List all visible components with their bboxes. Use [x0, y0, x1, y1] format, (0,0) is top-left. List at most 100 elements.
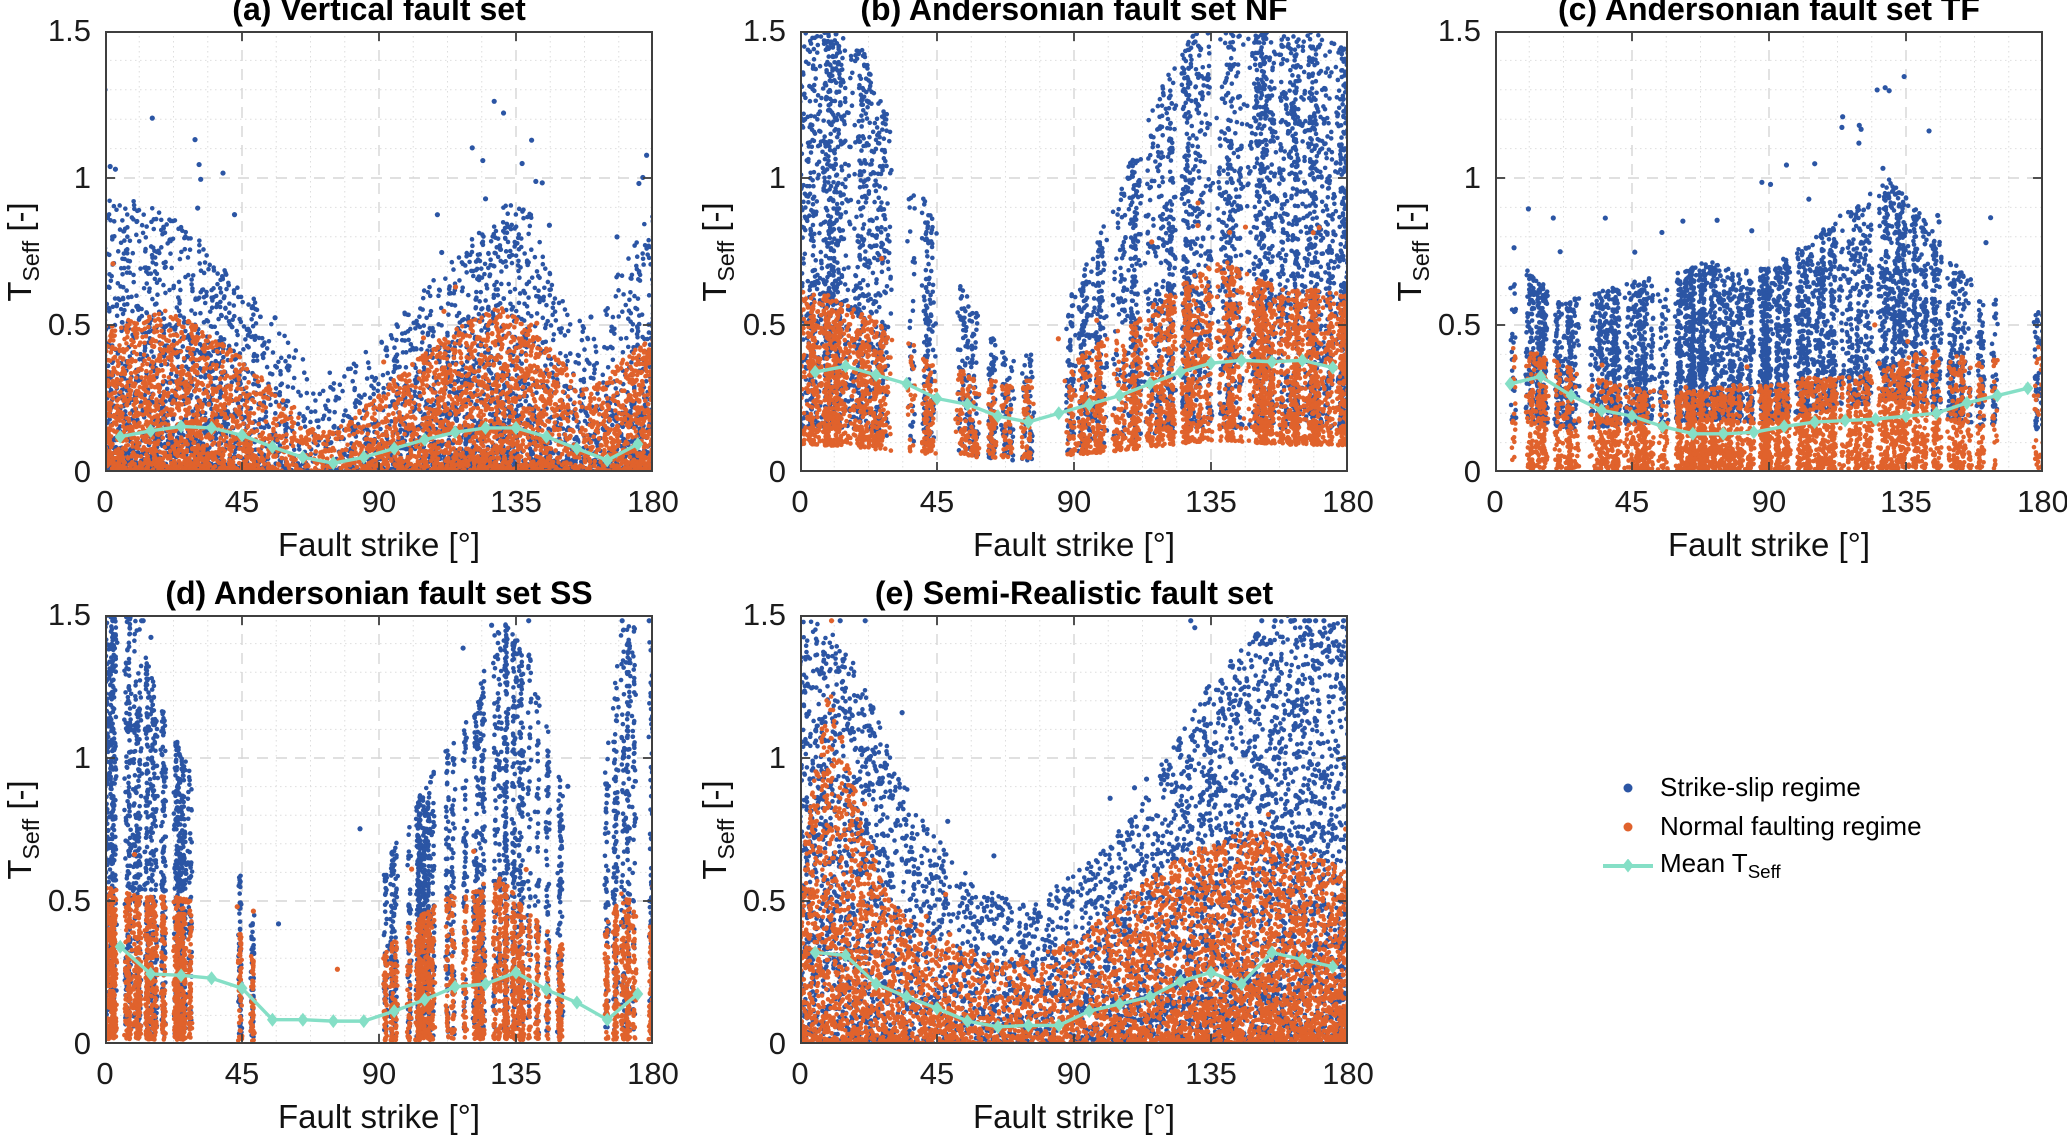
- x-tick-label: 45: [224, 484, 260, 519]
- scatter-canvas-a: [105, 31, 653, 472]
- y-axis-label-unit: [-]: [1, 201, 39, 241]
- y-tick-label: 1: [73, 160, 91, 195]
- subplot-c: (c) Andersonian fault set TF TSeff [-] 0…: [1391, 0, 2067, 563]
- y-axis-label-sub: Seff: [1407, 240, 1434, 281]
- y-tick-label: 0: [73, 1026, 91, 1061]
- y-axis-label-sub: Seff: [17, 240, 44, 281]
- y-axis-label-sub: Seff: [17, 818, 44, 859]
- y-axis-label: TSeff [-]: [1, 780, 45, 879]
- y-axis-label-wrap: TSeff [-]: [1, 615, 45, 1044]
- x-tick-label: 180: [2017, 484, 2067, 519]
- x-axis-label: Fault strike [°]: [277, 526, 481, 563]
- x-tick-label: 135: [1880, 484, 1932, 519]
- y-tick-label: 1.5: [742, 597, 786, 632]
- x-tick-label: 90: [361, 1056, 397, 1091]
- plot-title: (a) Vertical fault set: [232, 0, 526, 27]
- subplot-d: (d) Andersonian fault set SS TSeff [-] 0…: [1, 575, 679, 1135]
- y-axis-label-unit: [-]: [1, 779, 39, 819]
- x-tick-label: 180: [1322, 484, 1374, 519]
- y-axis-label: TSeff [-]: [696, 780, 740, 879]
- legend-label: Strike-slip regime: [1660, 772, 1861, 802]
- subplot-e: (e) Semi-Realistic fault set TSeff [-] 0…: [696, 575, 1374, 1135]
- y-tick-label: 1.5: [1437, 13, 1481, 48]
- plot-title: (e) Semi-Realistic fault set: [874, 575, 1274, 611]
- plot-title: (b) Andersonian fault set NF: [860, 0, 1288, 27]
- y-tick-label: 1.5: [47, 13, 91, 48]
- x-tick-label: 45: [1614, 484, 1650, 519]
- y-axis-label-main: T: [696, 281, 734, 302]
- x-tick-label: 180: [627, 1056, 679, 1091]
- y-axis-label-unit: [-]: [696, 779, 734, 819]
- x-tick-label: 45: [224, 1056, 260, 1091]
- y-axis-label-unit: [-]: [696, 201, 734, 241]
- y-tick-label: 0.5: [1437, 307, 1481, 342]
- strike-slip-dot-icon: [1602, 775, 1654, 801]
- y-tick-label: 0.5: [742, 883, 786, 918]
- x-tick-label: 45: [919, 484, 955, 519]
- y-axis-label-wrap: TSeff [-]: [696, 31, 740, 472]
- y-axis-label-main: T: [1, 281, 39, 302]
- x-tick-label: 90: [1056, 484, 1092, 519]
- x-tick-label: 90: [361, 484, 397, 519]
- x-tick-label: 90: [1056, 1056, 1092, 1091]
- y-axis-label-sub: Seff: [712, 818, 739, 859]
- y-axis-label-main: T: [696, 859, 734, 880]
- x-tick-label: 135: [490, 1056, 542, 1091]
- legend-item-normal-faulting: Normal faulting regime: [1602, 807, 1922, 846]
- legend-label: Mean TSeff: [1660, 847, 1781, 883]
- x-axis-label: Fault strike [°]: [277, 1098, 481, 1135]
- y-axis-label-wrap: TSeff [-]: [696, 615, 740, 1044]
- y-axis-label: TSeff [-]: [1391, 202, 1435, 301]
- y-tick-label: 0: [768, 1026, 786, 1061]
- y-tick-label: 0.5: [47, 307, 91, 342]
- normal-faulting-dot-icon: [1602, 814, 1654, 840]
- y-axis-label-main: T: [1, 859, 39, 880]
- y-axis-label-wrap: TSeff [-]: [1391, 31, 1435, 472]
- x-tick-label: 0: [791, 1056, 809, 1091]
- y-tick-label: 1: [1463, 160, 1481, 195]
- y-tick-label: 1: [768, 740, 786, 775]
- y-tick-label: 0: [73, 454, 91, 489]
- x-tick-label: 135: [490, 484, 542, 519]
- y-axis-label-main: T: [1391, 281, 1429, 302]
- x-tick-label: 0: [96, 484, 114, 519]
- y-axis-label: TSeff [-]: [1, 202, 45, 301]
- x-axis-label: Fault strike [°]: [1667, 526, 1871, 563]
- legend: Strike-slip regime Normal faulting regim…: [1602, 768, 1922, 885]
- y-tick-label: 0.5: [47, 883, 91, 918]
- x-tick-label: 135: [1185, 1056, 1237, 1091]
- x-tick-label: 180: [627, 484, 679, 519]
- y-tick-label: 1: [768, 160, 786, 195]
- x-axis-label: Fault strike [°]: [972, 526, 1176, 563]
- x-tick-label: 90: [1751, 484, 1787, 519]
- x-tick-label: 0: [1486, 484, 1504, 519]
- legend-item-strike-slip: Strike-slip regime: [1602, 768, 1922, 807]
- scatter-canvas-c: [1495, 31, 2043, 472]
- scatter-canvas-d: [105, 615, 653, 1044]
- y-axis-label-sub: Seff: [712, 240, 739, 281]
- y-tick-label: 0.5: [742, 307, 786, 342]
- y-tick-label: 1: [73, 740, 91, 775]
- y-axis-label: TSeff [-]: [696, 202, 740, 301]
- x-tick-label: 45: [919, 1056, 955, 1091]
- scatter-canvas-b: [800, 31, 1348, 472]
- y-axis-label-unit: [-]: [1391, 201, 1429, 241]
- y-tick-label: 0: [768, 454, 786, 489]
- y-tick-label: 1.5: [742, 13, 786, 48]
- scatter-canvas-e: [800, 615, 1348, 1044]
- x-axis-label: Fault strike [°]: [972, 1098, 1176, 1135]
- legend-item-mean: Mean TSeff: [1602, 846, 1922, 885]
- x-tick-label: 0: [96, 1056, 114, 1091]
- x-tick-label: 180: [1322, 1056, 1374, 1091]
- subplot-a: (a) Vertical fault set TSeff [-] 0 45 90 13…: [1, 0, 679, 563]
- x-tick-label: 0: [791, 484, 809, 519]
- subplot-b: (b) Andersonian fault set NF TSeff [-] 0…: [696, 0, 1374, 563]
- y-tick-label: 0: [1463, 454, 1481, 489]
- legend-label: Normal faulting regime: [1660, 811, 1922, 841]
- x-tick-label: 135: [1185, 484, 1237, 519]
- mean-line-diamond-icon: [1602, 853, 1654, 879]
- plot-title: (d) Andersonian fault set SS: [165, 575, 593, 611]
- plot-title: (c) Andersonian fault set TF: [1558, 0, 1980, 27]
- y-tick-label: 1.5: [47, 597, 91, 632]
